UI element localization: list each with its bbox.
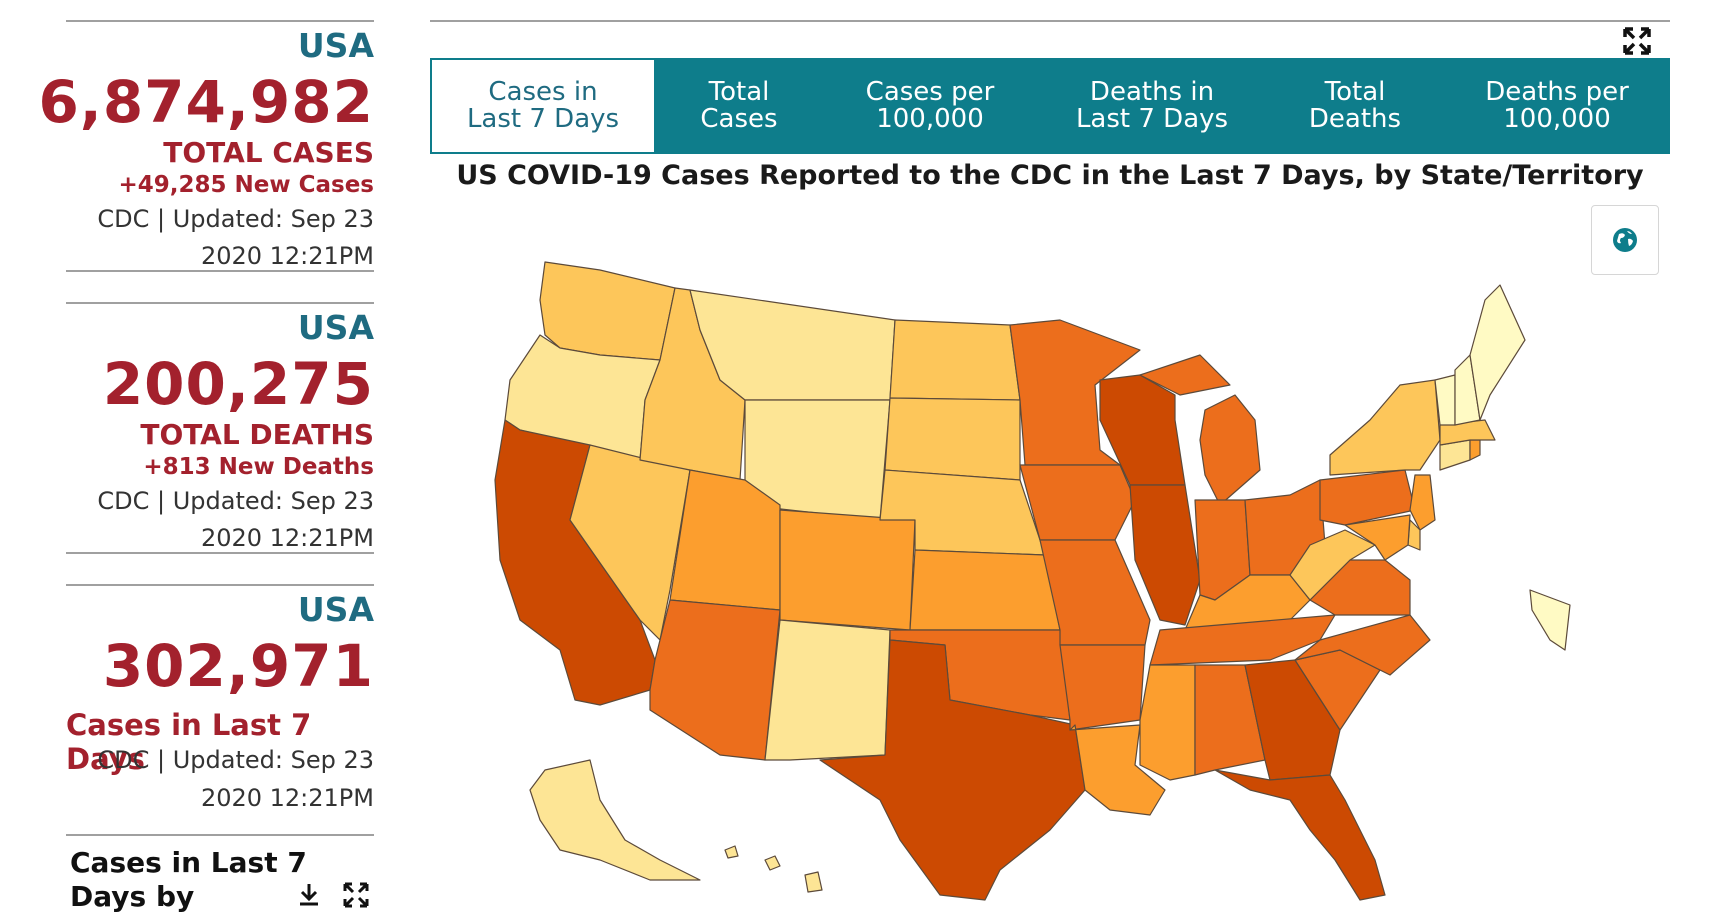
tab-label: Cases per <box>865 77 995 107</box>
tab-label: Cases in <box>488 77 598 107</box>
state-LA[interactable] <box>1069 724 1166 816</box>
state-NM[interactable] <box>764 619 891 761</box>
state-AL[interactable] <box>1194 664 1266 776</box>
globe-button[interactable] <box>1591 205 1659 275</box>
new-cases-text: +49,285 New Cases <box>118 172 374 198</box>
state-PR[interactable] <box>1529 589 1571 651</box>
us-choropleth-map <box>494 261 1571 901</box>
total-cases-value: 6,874,982 <box>38 68 374 136</box>
globe-icon <box>1613 228 1637 252</box>
state-AK[interactable] <box>529 759 701 881</box>
panel-actions <box>294 880 371 914</box>
state-ME[interactable] <box>1469 284 1526 421</box>
state-TN[interactable] <box>1149 614 1336 666</box>
source-updated-text: CDC | Updated: Sep 23 <box>97 205 374 233</box>
total-cases-label: TOTAL CASES <box>163 136 374 169</box>
source-updated-time: 2020 12:21PM <box>200 242 374 270</box>
expand-icon[interactable] <box>341 880 371 910</box>
state-IL[interactable] <box>1129 484 1201 626</box>
state-PA[interactable] <box>1319 469 1416 526</box>
country-label: USA <box>297 308 374 347</box>
tab-label: Total <box>708 77 770 107</box>
state-TX[interactable] <box>819 639 1086 901</box>
divider <box>66 834 374 836</box>
tab-cases-last-7-days[interactable]: Cases in Last 7 Days <box>430 58 656 154</box>
state-CO[interactable] <box>779 509 916 631</box>
divider <box>66 552 374 554</box>
tab-label: Deaths <box>1308 104 1402 134</box>
tab-label: Cases <box>700 104 778 134</box>
expand-icon[interactable] <box>1622 26 1652 56</box>
state-AR[interactable] <box>1059 644 1146 731</box>
source-updated-text: CDC | Updated: Sep 23 <box>97 746 374 774</box>
panel-title: Cases in Last 7 Days by <box>70 846 307 913</box>
source-updated-text: CDC | Updated: Sep 23 <box>97 487 374 515</box>
state-WV[interactable] <box>1289 529 1376 601</box>
state-HI[interactable] <box>724 845 823 893</box>
new-deaths-text: +813 New Deaths <box>143 454 374 480</box>
total-cases-card: USA 6,874,982 TOTAL CASES +49,285 New Ca… <box>38 20 374 272</box>
state-NJ[interactable] <box>1409 474 1436 531</box>
tab-label: Last 7 Days <box>466 104 620 134</box>
summary-sidebar: USA 6,874,982 TOTAL CASES +49,285 New Ca… <box>38 0 374 913</box>
state-MS[interactable] <box>1139 664 1196 781</box>
state-NY[interactable] <box>1329 379 1441 476</box>
tab-deaths-last-7-days[interactable]: Deaths in Last 7 Days <box>1038 58 1266 154</box>
tab-label: 100,000 <box>876 104 984 134</box>
tab-label: Total <box>1324 77 1386 107</box>
cases-last-7-days-card: USA 302,971 Cases in Last 7 Days CDC | U… <box>66 584 374 836</box>
source-updated-time: 2020 12:21PM <box>200 524 374 552</box>
tab-label: Last 7 Days <box>1075 104 1229 134</box>
tab-label: Deaths in <box>1089 77 1215 107</box>
download-icon[interactable] <box>294 880 324 910</box>
state-FL[interactable] <box>1214 769 1386 901</box>
state-WA[interactable] <box>539 261 676 361</box>
state-KS[interactable] <box>909 549 1061 631</box>
country-label: USA <box>297 590 374 629</box>
state-ND[interactable] <box>889 319 1021 401</box>
state-MD[interactable] <box>1344 514 1411 561</box>
tab-label: 100,000 <box>1503 104 1611 134</box>
divider <box>430 20 1670 22</box>
state-AZ[interactable] <box>649 599 781 761</box>
tab-total-deaths[interactable]: Total Deaths <box>1266 58 1444 154</box>
metric-tabs: Cases in Last 7 Days Total Cases Cases per… <box>430 58 1670 154</box>
state-RI[interactable] <box>1469 439 1481 461</box>
state-IA[interactable] <box>1019 464 1136 541</box>
state-NC[interactable] <box>1294 614 1431 676</box>
total-deaths-label: TOTAL DEATHS <box>140 418 374 451</box>
total-deaths-card: USA 200,275 TOTAL DEATHS +813 New Deaths… <box>66 302 374 554</box>
source-updated-time: 2020 12:21PM <box>200 784 374 812</box>
tab-cases-per-100000[interactable]: Cases per 100,000 <box>822 58 1038 154</box>
state-MN[interactable] <box>1009 319 1141 466</box>
tab-total-cases[interactable]: Total Cases <box>656 58 822 154</box>
map-panel: Cases in Last 7 Days Total Cases Cases per… <box>430 0 1670 901</box>
tab-label: Deaths per <box>1485 77 1629 107</box>
state-SD[interactable] <box>884 397 1021 481</box>
cases-last-7-days-label: Cases in Last 7 Days <box>66 708 312 776</box>
state-MI[interactable] <box>1139 354 1261 506</box>
map-title: US COVID-19 Cases Reported to the CDC in… <box>456 160 1644 191</box>
country-label: USA <box>297 26 374 65</box>
divider <box>66 270 374 272</box>
tab-deaths-per-100000[interactable]: Deaths per 100,000 <box>1444 58 1670 154</box>
cases-last-7-days-value: 302,971 <box>102 632 374 700</box>
total-deaths-value: 200,275 <box>102 350 374 418</box>
